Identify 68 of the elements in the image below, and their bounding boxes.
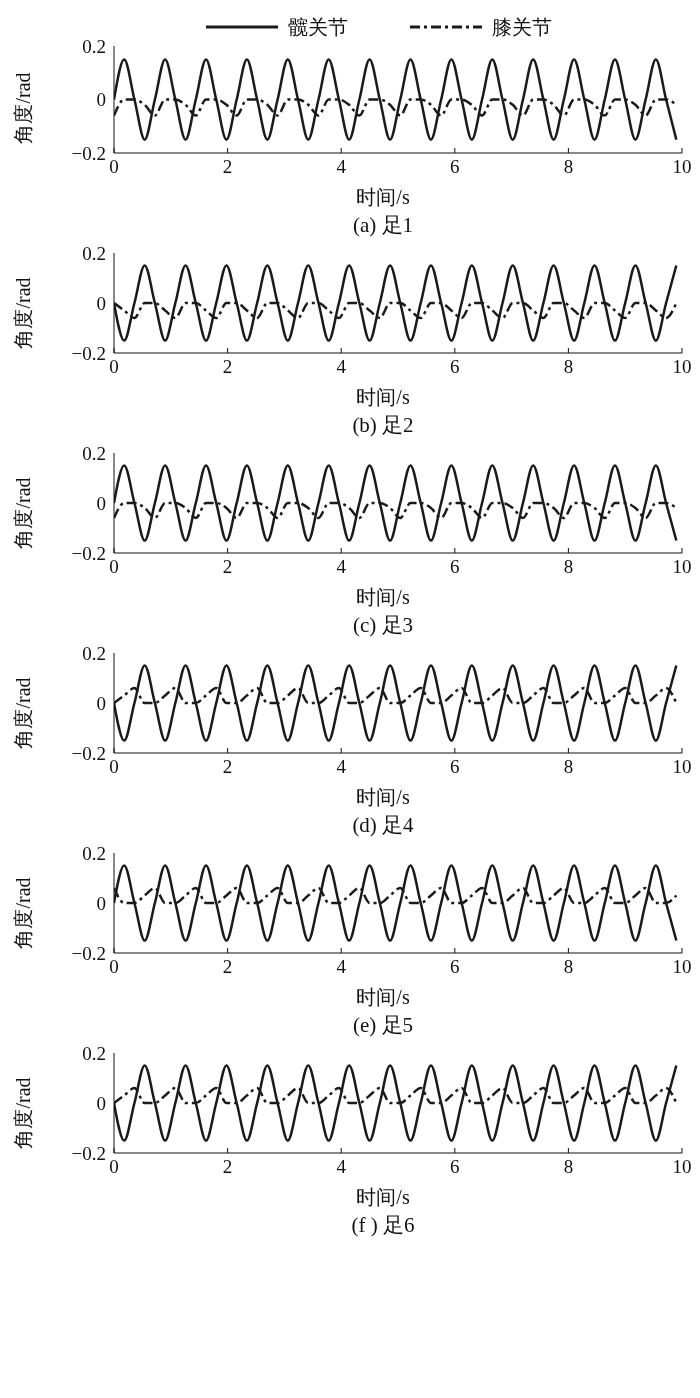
text: (a) 足1	[351, 212, 415, 239]
x-tick-label: 6	[450, 1156, 460, 1178]
y-tick-label: 0.2	[82, 642, 106, 664]
text: (d) 足4	[351, 812, 415, 839]
x-tick-label: 6	[450, 156, 460, 178]
x-tick-label: 8	[563, 556, 574, 578]
y-tick-label: −0.2	[71, 342, 106, 364]
y-tick-label: 0	[96, 89, 106, 111]
x-axis-title: 时间/s	[355, 585, 411, 610]
legend-label: 髋关节	[288, 15, 348, 40]
y-tick-label: −0.2	[71, 742, 106, 764]
y-tick-label: −0.2	[71, 1142, 106, 1164]
x-tick-label: 10	[672, 956, 692, 978]
x-tick-label: 2	[222, 756, 233, 778]
y-tick-label: −0.2	[71, 142, 106, 164]
x-axis-title: 时间/s	[355, 1185, 411, 1210]
y-tick-label: 0.2	[82, 35, 106, 57]
x-tick-label: 4	[336, 556, 347, 578]
y-tick-label: 0	[96, 1092, 106, 1114]
y-tick-label: 0.2	[82, 842, 106, 864]
x-tick-label: 4	[336, 1156, 347, 1178]
x-tick-label: 2	[222, 1156, 233, 1178]
x-tick-label: 8	[563, 956, 574, 978]
y-axis-title: 角度/rad	[11, 477, 35, 549]
text: (e) 足5	[351, 1012, 415, 1039]
x-tick-label: 4	[336, 756, 347, 778]
y-tick-label: 0	[96, 692, 106, 714]
legend-label: 膝关节	[492, 15, 552, 40]
y-axis-title: 角度/rad	[11, 277, 35, 349]
text: (f ) 足6	[350, 1212, 416, 1239]
x-tick-label: 8	[563, 1156, 574, 1178]
x-axis-title: 时间/s	[355, 985, 411, 1010]
x-tick-label: 10	[672, 1156, 692, 1178]
x-tick-label: 10	[672, 756, 692, 778]
x-tick-label: 8	[563, 156, 574, 178]
x-tick-label: 8	[563, 356, 574, 378]
y-tick-label: 0.2	[82, 242, 106, 264]
text: (c) 足3	[351, 612, 415, 639]
x-tick-label: 10	[672, 556, 692, 578]
x-tick-label: 2	[222, 156, 233, 178]
y-tick-label: −0.2	[71, 942, 106, 964]
x-tick-label: 8	[563, 756, 574, 778]
x-tick-label: 6	[450, 956, 460, 978]
x-tick-label: 6	[450, 356, 460, 378]
y-axis-title: 角度/rad	[11, 1077, 35, 1149]
x-axis-title: 时间/s	[355, 385, 411, 410]
x-tick-label: 10	[672, 156, 692, 178]
text: (b) 足2	[351, 412, 415, 439]
x-tick-label: 2	[222, 556, 233, 578]
y-tick-label: 0.2	[82, 442, 106, 464]
x-tick-label: 4	[336, 956, 347, 978]
y-axis-title: 角度/rad	[11, 877, 35, 949]
x-tick-label: 4	[336, 356, 347, 378]
y-tick-label: 0	[96, 492, 106, 514]
y-axis-title: 角度/rad	[11, 677, 35, 749]
x-tick-label: 2	[222, 356, 233, 378]
x-tick-label: 4	[336, 156, 347, 178]
x-tick-label: 10	[672, 356, 692, 378]
x-tick-label: 2	[222, 956, 233, 978]
x-tick-label: 6	[450, 756, 460, 778]
y-tick-label: −0.2	[71, 542, 106, 564]
y-tick-label: 0	[96, 292, 106, 314]
y-axis-title: 角度/rad	[11, 72, 35, 144]
x-axis-title: 时间/s	[355, 785, 411, 810]
y-tick-label: 0.2	[82, 1042, 106, 1064]
y-tick-label: 0	[96, 892, 106, 914]
x-axis-title: 时间/s	[355, 185, 411, 210]
x-tick-label: 6	[450, 556, 460, 578]
